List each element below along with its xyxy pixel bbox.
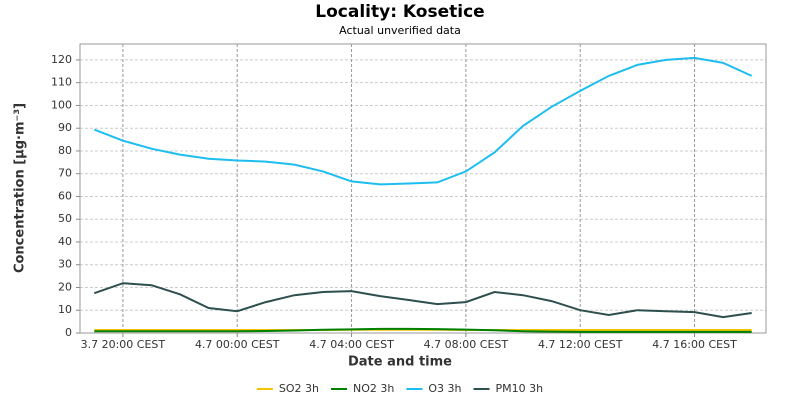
x-axis-label: Date and time [348, 355, 452, 370]
x-tick-label: 4.7 04:00 CEST [309, 338, 394, 351]
legend-label: PM10 3h [496, 382, 544, 395]
y-tick-label: 10 [58, 303, 72, 316]
x-tick-label: 4.7 08:00 CEST [424, 338, 509, 351]
y-tick-label: 120 [51, 53, 72, 66]
y-tick-label: 90 [58, 121, 72, 134]
y-tick-label: 0 [65, 326, 72, 339]
legend-label: O3 3h [428, 382, 461, 395]
chart-subtitle: Actual unverified data [339, 24, 461, 37]
y-tick-label: 70 [58, 167, 72, 180]
x-tick-label: 4.7 12:00 CEST [538, 338, 623, 351]
chart-title: Locality: Kosetice [315, 2, 484, 22]
y-tick-label: 80 [58, 144, 72, 157]
y-axis-label: Concentration [µg·m⁻³] [13, 103, 28, 273]
y-tick-label: 100 [51, 98, 72, 111]
y-tick-label: 30 [58, 258, 72, 271]
x-tick-label: 3.7 20:00 CEST [81, 338, 166, 351]
legend-label: NO2 3h [353, 382, 394, 395]
y-tick-label: 40 [58, 235, 72, 248]
x-tick-label: 4.7 00:00 CEST [195, 338, 280, 351]
x-tick-label: 4.7 16:00 CEST [652, 338, 737, 351]
y-tick-label: 60 [58, 189, 72, 202]
y-tick-label: 20 [58, 280, 72, 293]
legend-label: SO2 3h [279, 382, 319, 395]
y-tick-label: 50 [58, 212, 72, 225]
y-tick-label: 110 [51, 76, 72, 89]
